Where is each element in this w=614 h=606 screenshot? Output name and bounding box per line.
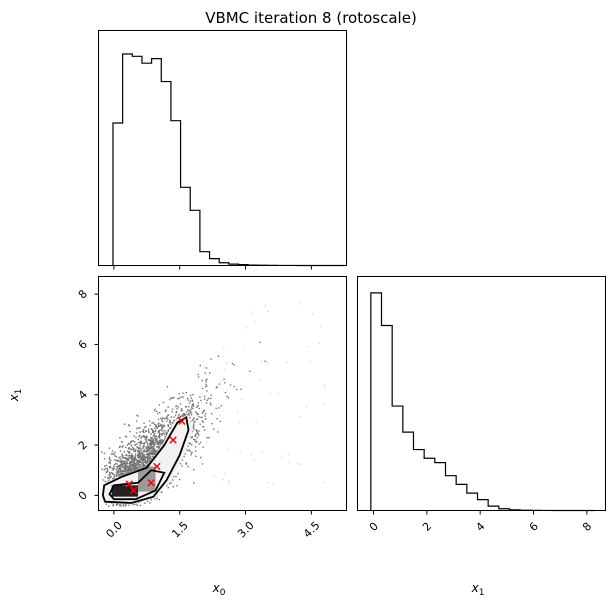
scatter-y-tick-label: 0 [76, 489, 90, 503]
hist-x1-tick-label: 8 [580, 520, 594, 534]
hist-x0-ticks [113, 265, 312, 270]
marker-points [125, 417, 186, 495]
marker-x [169, 436, 177, 444]
contour-lines [101, 415, 190, 504]
scatter-x-ticks: 0.0 1.5 3.0 4.5 [103, 510, 323, 541]
marker-x [147, 479, 155, 487]
marker-x [178, 417, 186, 425]
hist-x1-frame [357, 276, 606, 511]
density-core [111, 485, 139, 497]
chart-title: VBMC iteration 8 (rotoscale) [205, 9, 417, 27]
scatter-x-tick-label: 3.0 [235, 519, 257, 541]
hist-x0-frame [98, 30, 347, 266]
scatter-y-tick-label: 4 [76, 388, 90, 402]
scatter-y-tick-label: 6 [76, 338, 90, 352]
hist-x0-panel [98, 30, 347, 270]
scatter-x-tick-label: 1.5 [169, 519, 191, 541]
hist-x1-tick-label: 4 [473, 520, 487, 534]
hist-x1-tick-label: 0 [367, 520, 381, 534]
scatter-x-tick-label: 0.0 [103, 519, 125, 541]
marker-x [153, 462, 161, 471]
hist-x1-tick-label: 6 [527, 520, 541, 534]
hist-x1-x-ticks: 0 2 4 6 8 [367, 510, 594, 534]
scatter-y-tick-label: 8 [76, 287, 90, 301]
x0-axis-label: x0 [212, 581, 226, 598]
scatter-x-tick-label: 4.5 [301, 519, 323, 541]
scatter-panel: 0.0 1.5 3.0 4.5 0 2 4 6 8 [76, 276, 347, 541]
density-mid [138, 466, 156, 492]
marker-x [125, 480, 133, 488]
scatter-cloud [100, 303, 326, 507]
x1-y-axis-label: x1 [7, 389, 24, 403]
contour-outer [101, 415, 190, 504]
contour-inner [108, 469, 166, 501]
scatter-outliers [182, 303, 326, 484]
hist-x1-steps [370, 292, 595, 512]
x1-axis-label: x1 [471, 581, 485, 598]
scatter-y-ticks: 0 2 4 6 8 [76, 287, 99, 503]
marker-x [129, 486, 138, 495]
hist-x0-steps [112, 53, 345, 267]
scatter-points [100, 341, 266, 507]
hist-x1-tick-label: 2 [420, 520, 434, 534]
scatter-frame [98, 276, 347, 511]
hist-x1-panel: 0 2 4 6 8 [357, 276, 606, 534]
scatter-y-tick-label: 2 [76, 438, 90, 452]
